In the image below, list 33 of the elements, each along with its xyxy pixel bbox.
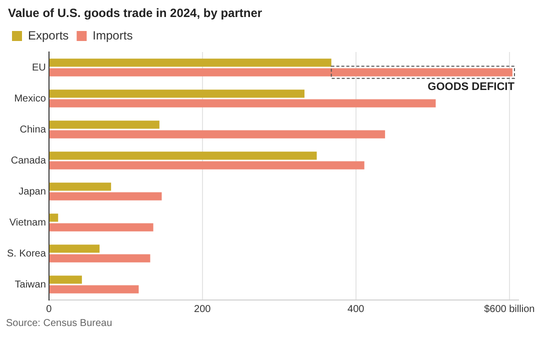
bar [49, 130, 386, 138]
bar [49, 214, 58, 222]
bar [49, 254, 150, 262]
y-tick-label: Canada [10, 155, 46, 166]
bar [49, 58, 332, 67]
bar [49, 276, 82, 284]
bar [49, 120, 160, 129]
legend-label: Exports [28, 28, 69, 42]
bar [49, 99, 436, 108]
y-tick-label: Taiwan [14, 279, 46, 290]
y-tick-label: Vietnam [9, 217, 46, 228]
y-tick-label: EU [32, 62, 46, 74]
bar [49, 90, 304, 98]
bar [49, 285, 139, 294]
source-note: Source: Census Bureau [6, 318, 112, 329]
x-tick-label: 200 [194, 304, 212, 315]
bar [49, 192, 162, 200]
y-tick-label: S. Korea [6, 248, 46, 260]
y-tick-label: China [20, 124, 46, 136]
x-tick-label: 0 [46, 304, 52, 315]
bar [49, 182, 112, 191]
chart-title: Value of U.S. goods trade in 2024, by partner [8, 6, 262, 20]
annotation: GOODS DEFICIT [428, 80, 515, 93]
bar [49, 244, 100, 253]
bar [49, 161, 364, 170]
x-tick-label: $600 billion [484, 304, 535, 315]
y-tick-label: Mexico [14, 93, 46, 104]
bar [49, 68, 512, 76]
legend-label: Imports [92, 28, 133, 42]
y-tick-label: Japan [18, 186, 46, 198]
bar [49, 152, 317, 160]
bar [49, 223, 154, 232]
x-tick-label: 400 [348, 304, 365, 315]
